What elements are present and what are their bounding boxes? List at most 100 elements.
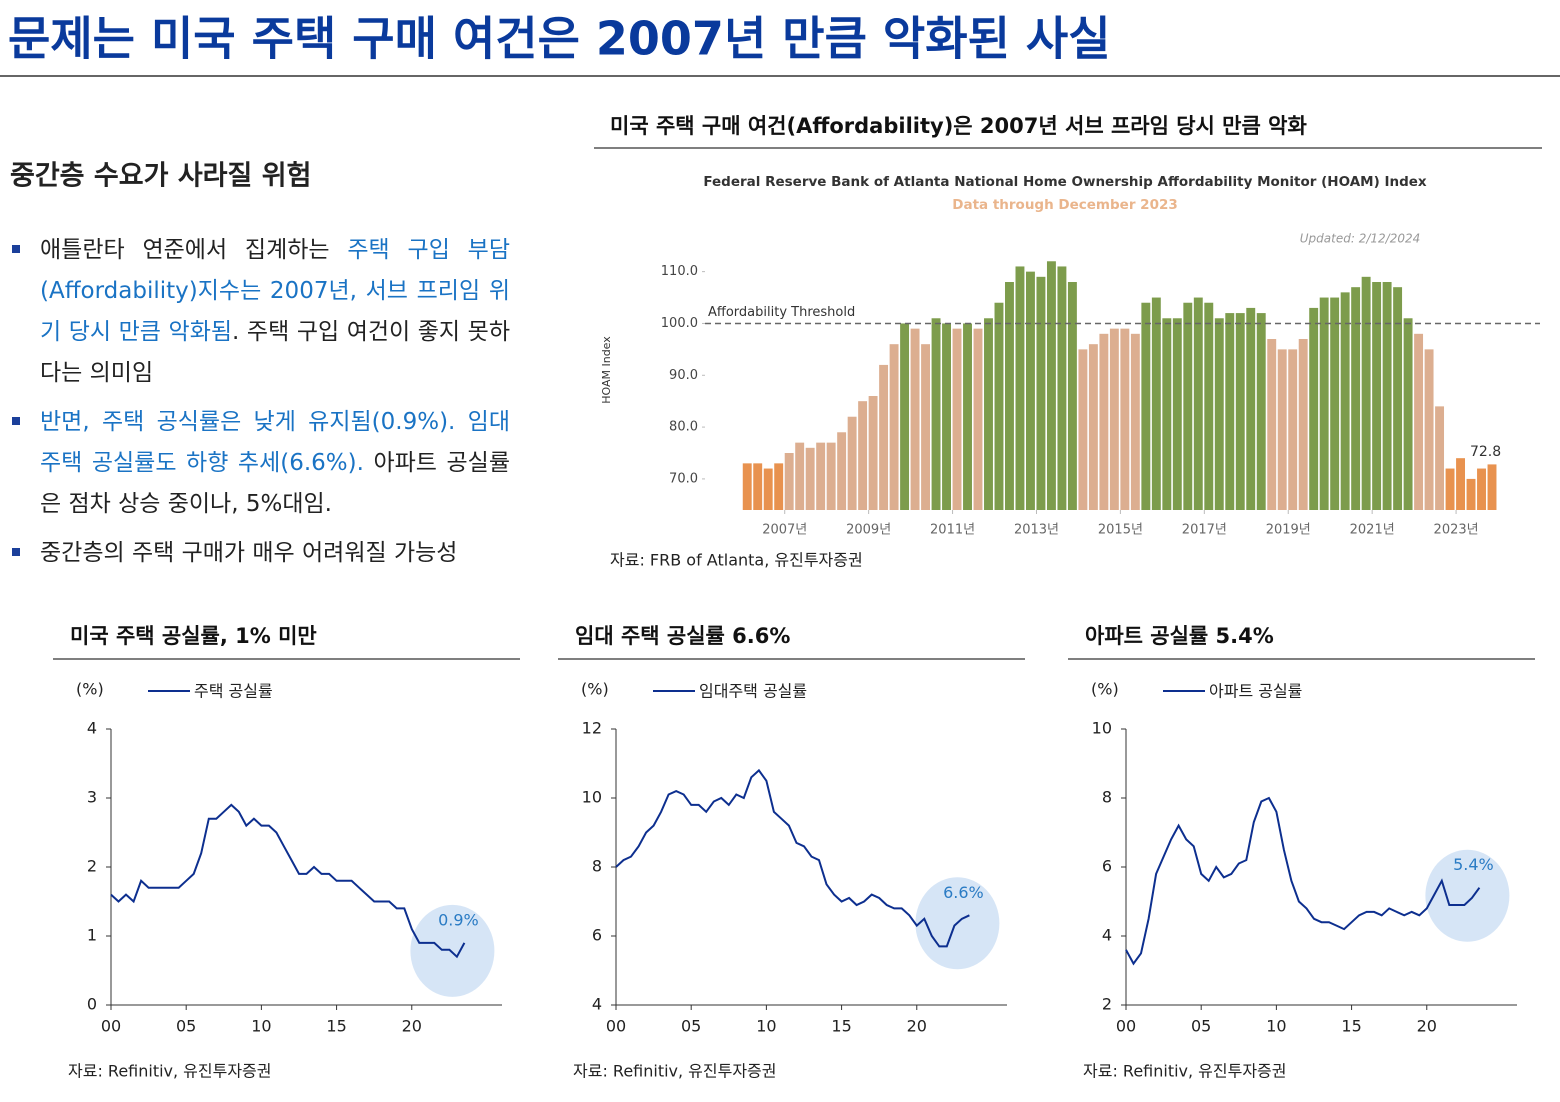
annotation: 0.9%	[438, 910, 479, 929]
highlight	[410, 904, 495, 997]
y-tick-label: 2	[1102, 995, 1112, 1014]
bar	[1036, 276, 1046, 510]
threshold-label: Affordability Threshold	[708, 305, 855, 320]
bar	[1456, 458, 1465, 510]
section-title: 미국 주택 공실률, 1% 미만	[70, 624, 317, 648]
data-label: 72.8	[1470, 444, 1501, 460]
highlight	[1425, 849, 1510, 942]
bar	[1088, 344, 1098, 510]
bar	[1298, 339, 1308, 510]
y-tick-label: 10	[1092, 719, 1112, 738]
y-tick-label: 12	[582, 719, 602, 738]
bar	[1361, 276, 1371, 510]
bar	[1120, 328, 1130, 510]
bar	[1340, 292, 1350, 510]
x-tick-label: 20	[402, 1017, 422, 1036]
x-tick-label: 2021년	[1350, 523, 1395, 538]
x-tick-label: 2007년	[762, 523, 807, 538]
y-tick-label: 4	[592, 995, 602, 1014]
bar	[1277, 349, 1287, 510]
chart-subtitle: Data through December 2023	[952, 197, 1178, 213]
bar	[1351, 287, 1361, 510]
x-tick-label: 2011년	[930, 523, 975, 538]
bar	[1487, 464, 1497, 510]
bullet-text: 주택 구입 부담(Affordability)지수는 2007년, 서브 프리임…	[40, 237, 510, 345]
bullet-text: 아파트 공실률은 점차 상승 중이나, 5%대임.	[40, 450, 510, 517]
x-tick-label: 15	[1341, 1017, 1361, 1036]
bar	[1403, 318, 1413, 510]
bar	[1288, 349, 1298, 510]
bar	[984, 318, 993, 510]
x-tick-label: 2019년	[1266, 523, 1311, 538]
y-tick-label: 3	[87, 788, 97, 807]
y-tick-label: 4	[1102, 926, 1112, 945]
bar	[942, 323, 951, 510]
bar	[921, 344, 931, 510]
bullet-text: 애틀란타 연준에서 집계하는	[40, 237, 348, 263]
bar	[1025, 271, 1035, 510]
bar	[963, 323, 972, 510]
bar	[826, 442, 836, 510]
y-tick-label: 70.0	[669, 471, 698, 486]
bullet-text: . 주택 구입 여건이 좋지 못하다는 의미임	[40, 319, 510, 386]
bullet: 반면, 주택 공식률은 낮게 유지됨(0.9%). 임대 주택 공실률도 하향 …	[10, 402, 510, 525]
bar	[1466, 478, 1476, 510]
bar	[952, 328, 962, 510]
bar	[858, 401, 868, 510]
bar	[1330, 297, 1340, 510]
source: 자료: Refinitiv, 유진투자증권	[573, 1062, 777, 1081]
bar	[1267, 339, 1277, 510]
y-tick-label: 8	[1102, 788, 1112, 807]
unit-label: (%)	[581, 680, 609, 699]
bar	[973, 328, 983, 510]
source: 자료: FRB of Atlanta, 유진투자증권	[610, 551, 863, 570]
x-tick-label: 15	[831, 1017, 851, 1036]
legend-label: 아파트 공실률	[1209, 682, 1302, 701]
bar	[1309, 307, 1319, 510]
bar	[931, 318, 941, 510]
unit-label: (%)	[76, 680, 104, 699]
bar	[1414, 333, 1424, 510]
bar	[837, 432, 847, 510]
x-tick-label: 20	[907, 1017, 927, 1036]
bar	[763, 468, 773, 510]
y-axis-label: HOAM Index	[600, 336, 613, 404]
bar	[1256, 313, 1266, 510]
bar	[805, 447, 815, 510]
bar	[1162, 318, 1172, 510]
section-title: 미국 주택 구매 여건(Affordability)은 2007년 서브 프라임…	[610, 114, 1307, 138]
line-series	[110, 803, 466, 959]
bar	[1477, 468, 1486, 510]
bar	[1204, 302, 1214, 510]
bar	[1372, 282, 1382, 510]
bar	[1078, 349, 1088, 510]
bar	[910, 328, 920, 510]
bar	[994, 302, 1004, 510]
x-tick-label: 15	[326, 1017, 346, 1036]
annotation: 5.4%	[1453, 855, 1494, 874]
bar	[795, 442, 805, 510]
x-tick-label: 2009년	[846, 523, 891, 538]
line-series	[615, 768, 970, 948]
source: 자료: Refinitiv, 유진투자증권	[68, 1062, 272, 1081]
bar	[1319, 297, 1329, 510]
bar	[900, 323, 910, 510]
bar	[1130, 333, 1140, 510]
x-tick-label: 2015년	[1098, 523, 1143, 538]
bar	[1067, 282, 1077, 510]
legend-label: 주택 공실률	[194, 682, 273, 701]
bar	[1046, 261, 1056, 510]
bar	[1099, 333, 1109, 510]
bar	[1151, 297, 1161, 510]
y-tick-label: 0	[87, 995, 97, 1014]
y-tick-label: 8	[592, 857, 602, 876]
y-tick-label: 4	[87, 719, 97, 738]
bar	[1193, 297, 1203, 510]
bar	[889, 344, 899, 510]
x-tick-label: 00	[606, 1017, 626, 1036]
bullet: 애틀란타 연준에서 집계하는 주택 구입 부담(Affordability)지수…	[10, 230, 510, 394]
x-tick-label: 20	[1417, 1017, 1437, 1036]
x-tick-label: 05	[1191, 1017, 1211, 1036]
